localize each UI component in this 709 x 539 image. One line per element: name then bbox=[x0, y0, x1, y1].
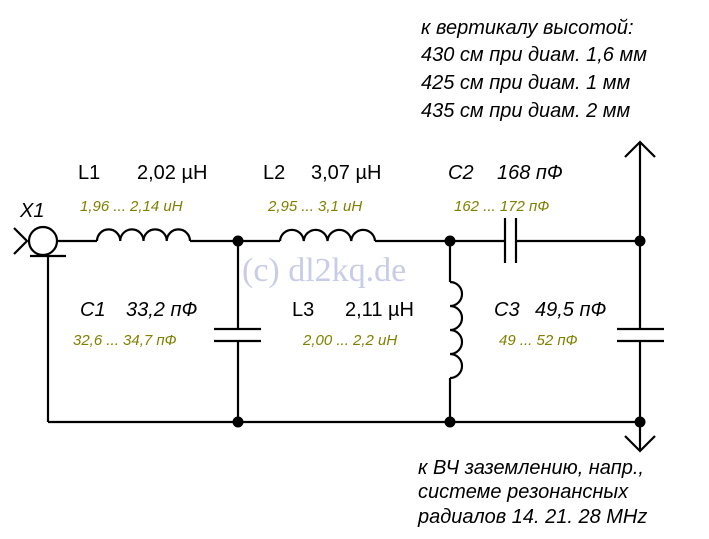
l3-name: L3 bbox=[292, 299, 314, 321]
top-note-line: к вертикалу высотой: bbox=[421, 17, 634, 39]
junction-dot bbox=[634, 235, 646, 247]
up-arrow-icon bbox=[624, 140, 656, 158]
bottom-note-line: системе резонансных bbox=[418, 481, 629, 503]
x1-label: X1 bbox=[19, 200, 44, 222]
junction-dot bbox=[232, 416, 244, 428]
junction-dot bbox=[232, 235, 244, 247]
junction-dot bbox=[634, 416, 646, 428]
c2-range: 162 ... 172 пФ bbox=[454, 198, 549, 215]
capacitor-c3: C3 49,5 пФ 49 ... 52 пФ bbox=[494, 299, 664, 349]
l1-range: 1,96 ... 2,14 uH bbox=[80, 198, 183, 215]
c1-name: C1 bbox=[80, 299, 106, 321]
down-arrow-icon bbox=[624, 435, 656, 453]
connector-x1: X1 bbox=[13, 200, 66, 258]
bottom-note-line: радиалов 14. 21. 28 MHz bbox=[417, 506, 647, 528]
c3-value: 49,5 пФ bbox=[535, 299, 606, 321]
c2-name: C2 bbox=[448, 162, 474, 184]
top-note-line: 430 см при диам. 1,6 мм bbox=[421, 44, 647, 66]
l3-range: 2,00 ... 2,2 uH bbox=[302, 332, 397, 349]
junction-dot bbox=[444, 416, 456, 428]
top-note-line: 425 см при диам. 1 мм bbox=[421, 72, 631, 94]
top-note-line: 435 см при диам. 2 мм bbox=[421, 100, 631, 122]
inductor-l3: L3 2,11 µH 2,00 ... 2,2 uH bbox=[292, 280, 464, 380]
c3-name: C3 bbox=[494, 299, 520, 321]
l2-value: 3,07 µH bbox=[311, 162, 381, 184]
l2-name: L2 bbox=[263, 162, 285, 184]
l1-value: 2,02 µH bbox=[137, 162, 207, 184]
bottom-note-line: к ВЧ заземлению, напр., bbox=[418, 457, 644, 479]
capacitor-c1: C1 33,2 пФ 32,6 ... 34,7 пФ bbox=[73, 299, 261, 349]
c3-range: 49 ... 52 пФ bbox=[499, 332, 578, 349]
c1-range: 32,6 ... 34,7 пФ bbox=[73, 332, 177, 349]
l2-range: 2,95 ... 3,1 uH bbox=[267, 198, 362, 215]
inductor-l1: L1 2,02 µH 1,96 ... 2,14 uH bbox=[78, 162, 207, 242]
l3-value: 2,11 µH bbox=[345, 299, 414, 321]
capacitor-c2: C2 168 пФ 162 ... 172 пФ bbox=[448, 162, 563, 263]
watermark: (c) dl2kq.de bbox=[242, 252, 406, 289]
c1-value: 33,2 пФ bbox=[126, 299, 197, 321]
bottom-note: к ВЧ заземлению, напр., системе резонанс… bbox=[417, 457, 647, 528]
junction-dots bbox=[232, 235, 646, 428]
wires bbox=[46, 142, 642, 450]
inductor-l2: L2 3,07 µH 2,95 ... 3,1 uH bbox=[263, 162, 381, 242]
junction-dot bbox=[444, 235, 456, 247]
c2-value: 168 пФ bbox=[497, 162, 563, 184]
l1-name: L1 bbox=[78, 162, 100, 184]
top-note: к вертикалу высотой: 430 см при диам. 1,… bbox=[421, 17, 647, 122]
